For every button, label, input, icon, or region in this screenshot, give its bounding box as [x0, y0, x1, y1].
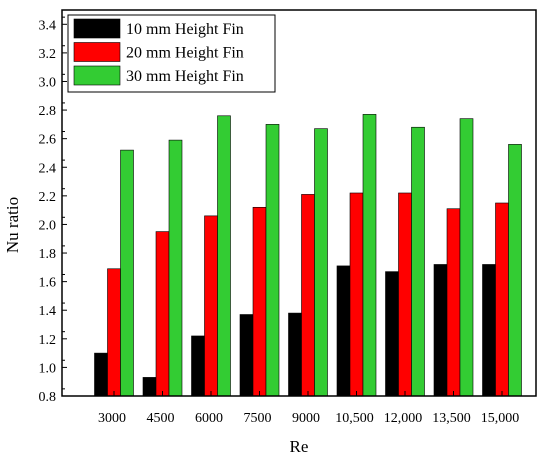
legend: 10 mm Height Fin 20 mm Height Fin 30 mm He…	[67, 14, 276, 93]
y-tick-label: 2.8	[39, 104, 57, 119]
legend-swatch	[73, 42, 121, 62]
bar-20mm	[398, 192, 412, 397]
bar-20mm	[107, 268, 121, 397]
bar-30mm	[217, 115, 231, 397]
bar-30mm	[314, 128, 328, 397]
y-axis: 0.8 1.0 1.2 1.4 1.6 1.8 2.0 2.2 2.4 2.6 2.8 3.0 3.2 3…	[39, 16, 67, 405]
x-tick-label: 3000	[98, 411, 126, 426]
x-tick-label: 7500	[244, 411, 272, 426]
y-tick-label: 2.2	[39, 190, 57, 205]
bar-20mm	[446, 208, 461, 397]
y-tick-label: 2.4	[39, 161, 57, 176]
y-tick-label: 1.4	[39, 304, 57, 319]
bar-30mm	[120, 149, 134, 397]
y-tick-label: 1.6	[39, 276, 57, 291]
y-tick-label: 0.8	[39, 390, 57, 405]
bar-30mm	[362, 114, 377, 397]
bar-20mm	[301, 194, 315, 397]
x-tick-label: 15,000	[481, 411, 520, 426]
bar-20mm	[204, 215, 218, 397]
bar-20mm	[349, 192, 364, 397]
legend-swatch	[73, 65, 121, 86]
x-tick-label: 10,500	[335, 411, 374, 426]
bar-10mm	[433, 264, 448, 397]
y-tick-label: 2.0	[39, 218, 57, 233]
x-tick-label: 12,000	[384, 411, 423, 426]
x-tick-label: 6000	[195, 411, 223, 426]
bar-10mm	[94, 352, 108, 397]
legend-label: 20 mm Height Fin	[126, 45, 244, 62]
bar-30mm	[265, 124, 280, 397]
y-tick-label: 1.0	[39, 361, 57, 376]
legend-label: 10 mm Height Fin	[126, 21, 244, 38]
legend-swatch	[73, 18, 121, 39]
bar-30mm	[508, 144, 522, 397]
y-tick-label: 3.0	[39, 75, 57, 90]
bar-10mm	[142, 377, 157, 397]
x-axis: 3000 4500 6000 7500 9000 10,500 12,000 13,500 15…	[98, 391, 519, 426]
bar-30mm	[411, 126, 425, 397]
y-axis-label: Nu ratio	[3, 197, 22, 253]
y-tick-label: 2.6	[39, 133, 57, 148]
bar-10mm	[385, 271, 399, 397]
bar-30mm	[459, 118, 474, 397]
bar-10mm	[288, 312, 302, 397]
plot-frame	[61, 9, 537, 397]
bar-10mm	[239, 314, 254, 397]
x-tick-label: 13,500	[432, 411, 471, 426]
legend-label: 30 mm Height Fin	[126, 68, 244, 85]
bar-10mm	[482, 264, 496, 397]
bar-10mm	[336, 265, 351, 397]
x-tick-label: 4500	[147, 411, 175, 426]
y-tick-label: 1.2	[39, 333, 57, 348]
bar-20mm	[252, 206, 267, 397]
bar-10mm	[191, 335, 205, 397]
bar-20mm	[155, 231, 170, 397]
y-tick-label: 3.2	[39, 47, 57, 62]
x-tick-label: 9000	[292, 411, 320, 426]
bars-layer	[94, 114, 522, 397]
bar-30mm	[168, 139, 183, 397]
x-axis-label: Re	[290, 437, 309, 456]
y-tick-label: 3.4	[39, 18, 57, 33]
y-tick-label: 1.8	[39, 247, 57, 262]
bar-20mm	[495, 202, 509, 397]
